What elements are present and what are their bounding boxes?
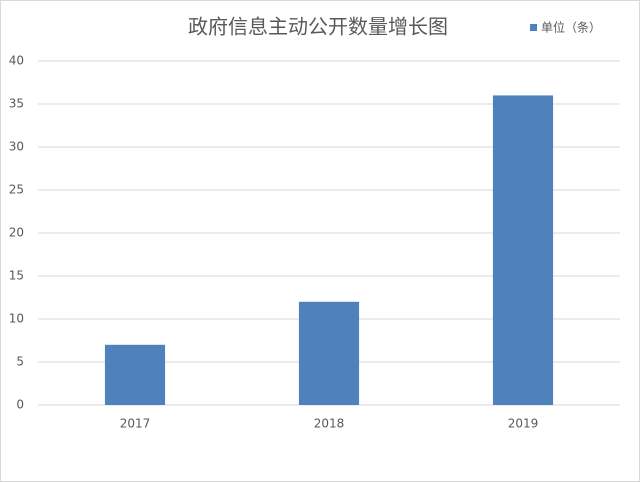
y-tick-label: 5 bbox=[16, 355, 24, 369]
legend-label: 单位（条） bbox=[541, 20, 601, 35]
chart-title: 政府信息主动公开数量增长图 bbox=[188, 15, 448, 39]
y-tick-label: 20 bbox=[9, 226, 24, 240]
y-tick-label: 0 bbox=[16, 398, 24, 412]
y-tick-label: 10 bbox=[9, 312, 24, 326]
legend-swatch bbox=[530, 24, 537, 31]
bar bbox=[298, 301, 360, 405]
y-tick-label: 25 bbox=[9, 183, 24, 197]
y-tick-label: 35 bbox=[9, 97, 24, 111]
y-tick-label: 30 bbox=[9, 140, 24, 154]
x-tick-label: 2017 bbox=[120, 417, 151, 431]
x-tick-label: 2019 bbox=[508, 417, 539, 431]
x-tick-label: 2018 bbox=[314, 417, 345, 431]
y-tick-label: 40 bbox=[9, 54, 24, 68]
y-tick-label: 15 bbox=[9, 269, 24, 283]
bar bbox=[104, 344, 166, 405]
bar bbox=[492, 95, 554, 406]
